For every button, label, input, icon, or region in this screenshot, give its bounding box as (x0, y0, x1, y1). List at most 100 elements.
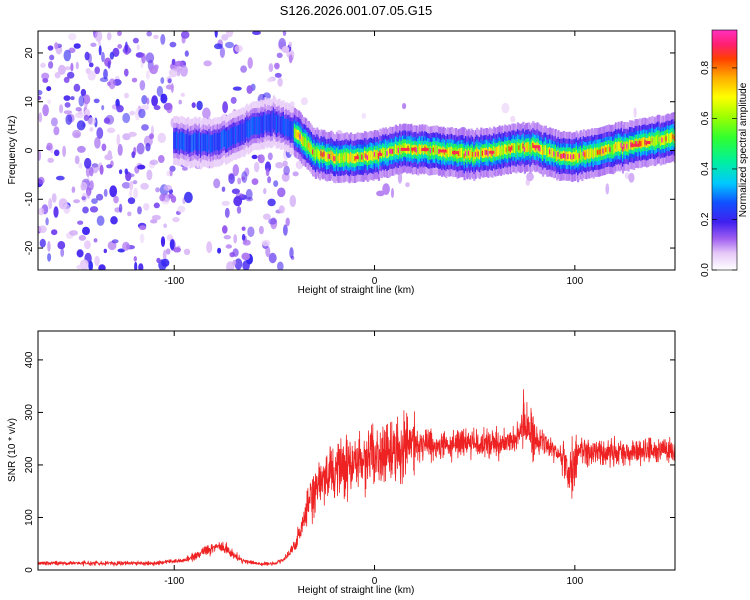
spectrogram-noise-blob (64, 102, 71, 108)
colorbar-tick-label: 0.4 (700, 162, 711, 176)
spectrogram-noise-blob (64, 66, 71, 71)
spectrogram-noise-blob (63, 95, 71, 101)
colorbar-tick-label: 0.2 (700, 212, 711, 226)
spectrogram-noise-blob (219, 47, 225, 58)
spectrogram-noise-blob (222, 101, 229, 114)
spectrogram-noise-blob (267, 198, 276, 207)
spectrogram-noise-blob (38, 225, 47, 233)
spectrogram-noise-blob (391, 187, 394, 199)
spectrogram-noise-blob (58, 64, 66, 75)
spectrogram-noise-blob (275, 162, 284, 169)
spectrogram-noise-blob (140, 182, 149, 190)
spectrogram-noise-blob (226, 261, 235, 270)
spectrogram-ridge-cell (268, 114, 271, 132)
spectrogram-noise-blob (361, 112, 367, 119)
spectrogram-noise-blob (179, 65, 188, 77)
spectrogram-ridge-cell (365, 153, 368, 159)
spectrogram-noise-blob (160, 236, 166, 248)
spectrogram-noise-blob (397, 172, 403, 184)
spectrogram-ridge-cell (396, 145, 399, 155)
spectrogram-noise-blob (624, 172, 630, 180)
spectrogram-noise-blob (53, 149, 60, 157)
spectrogram-noise-blob (99, 164, 104, 175)
spectrogram-ridge-cell (289, 121, 292, 139)
spectrogram-noise-blob (106, 32, 112, 41)
spectrogram-ridge-cell (551, 147, 554, 158)
spectrogram-ridge-cell (575, 150, 578, 160)
spectrogram-ridge-cell (248, 119, 252, 138)
spectrogram-noise-blob (68, 33, 77, 41)
spectrogram-noise-blob (84, 240, 91, 250)
spectrogram-noise-blob (214, 43, 223, 50)
spectrogram-ridge-cell (617, 141, 620, 151)
spectrogram-ridge-cell (386, 151, 389, 156)
spectrogram-ridge-cell (330, 150, 333, 160)
spectrogram-ridge-cell (264, 112, 267, 131)
spectrogram-noise-blob (285, 217, 290, 227)
spectrogram-ridge-cell (279, 116, 282, 135)
spectrogram-noise-blob (234, 258, 243, 270)
spectrogram-noise-blob (223, 235, 231, 240)
spectrogram-ridge-cell (506, 145, 510, 155)
spectrogram-ridge-cell (227, 130, 231, 148)
spectrogram-noise-blob (69, 230, 78, 236)
spectrogram-ridge-cell (331, 151, 334, 162)
spectrogram-ridge-cell (368, 151, 371, 162)
spectrogram-noise-blob (174, 60, 184, 67)
spectrogram-ridge-cell (393, 146, 396, 156)
spectrogram-noise-blob (72, 129, 82, 139)
spectrogram-ridge-cell (366, 155, 369, 160)
spectrogram-ridge-cell (267, 113, 270, 132)
spectrogram-ridge-cell (595, 147, 598, 158)
spectrogram-ridge-cell (550, 148, 553, 158)
spectrogram-noise-blob (48, 198, 53, 210)
spectrogram-noise-blob (117, 248, 126, 253)
spectrogram-ridge-cell (606, 144, 609, 155)
spectrogram-ridge-cell (361, 154, 364, 160)
spectrogram-ridge-cell (432, 147, 435, 153)
spectrogram-ridge-cell (220, 131, 224, 150)
spectrogram-noise-blob (75, 107, 82, 112)
spectrogram-ridge-cell (470, 148, 473, 158)
spectrogram-ridge-cell (529, 146, 532, 152)
spectrogram-ridge-cell (612, 145, 615, 155)
spectrogram-noise-blob (232, 86, 242, 91)
spectrogram-ridge-cell (337, 156, 340, 161)
spectrogram-ridge-cell (408, 144, 411, 154)
spectrogram-ridge-cell (218, 133, 221, 151)
spectrogram-noise-blob (124, 168, 128, 175)
spectrogram-noise-blob (501, 102, 510, 114)
spectrogram-ridge-cell (206, 134, 210, 153)
spectrogram-ridge-cell (194, 132, 197, 150)
spectrogram-ridge-cell (415, 147, 418, 153)
spectrogram-ridge-cell (237, 125, 240, 143)
spectrogram-noise-blob (258, 225, 264, 235)
spectrogram-noise-blob (146, 97, 150, 105)
spectrogram-noise-blob (124, 92, 129, 99)
spectrogram-ridge-cell (588, 149, 591, 160)
colorbar-ticks: 0.0 0.2 0.4 0.6 0.8 (700, 61, 737, 277)
spectrogram-ridge-cell (477, 151, 480, 157)
spectrogram-noise-blob (68, 47, 76, 54)
spectrogram-ridge-cell (296, 132, 299, 138)
spectrogram-ridge-cell (659, 136, 662, 147)
spectrogram-ridge-cell (286, 119, 289, 137)
spectrogram-noise-blob (247, 226, 255, 238)
spectrogram-ridge-cell (450, 146, 453, 157)
spectrogram-ridge-cell (523, 146, 526, 152)
spectrogram-noise-blob (139, 80, 146, 91)
spectrogram-ridge-cell (665, 136, 668, 142)
spectrogram-noise-blob (263, 213, 271, 220)
spectrogram-noise-blob (70, 96, 75, 101)
spectrogram-ridge-cell (671, 132, 674, 143)
spectrogram-ridge-cell (540, 145, 543, 155)
spectrogram-ridge-cell (634, 141, 637, 146)
spectrogram-ridge-cell (376, 152, 379, 157)
colorbar-tick-label: 0.6 (700, 111, 711, 125)
spectrogram-noise-blob (153, 34, 159, 40)
spectrogram-ridge-cell (546, 147, 549, 158)
spectrogram-noise-blob (246, 85, 253, 94)
spectrogram-noise-blob (84, 157, 92, 169)
spectrogram-noise-blob (59, 104, 64, 114)
spectrogram-ridge-cell (246, 119, 249, 137)
